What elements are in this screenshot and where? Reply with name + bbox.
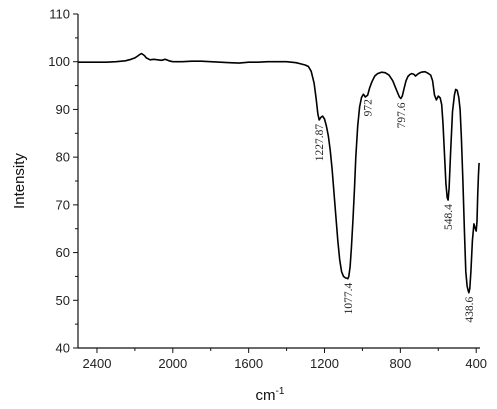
plot-area <box>77 14 480 349</box>
y-tick-label: 70 <box>56 197 70 212</box>
peak-label: 548.4 <box>443 204 455 230</box>
y-tick-label: 90 <box>56 102 70 117</box>
y-tick-label: 100 <box>48 54 70 69</box>
x-tick-label: 1200 <box>310 356 339 371</box>
x-tick-label: 2000 <box>158 356 187 371</box>
y-tick-label: 80 <box>56 150 70 165</box>
peak-label: 972 <box>363 99 375 117</box>
peak-annotations: 1227.87 972 797.6 1077.4 548.4 438.6 <box>314 99 476 323</box>
x-axis-title: cm-1 <box>256 386 285 404</box>
peak-label: 797.6 <box>396 102 408 128</box>
x-axis-title-superscript: -1 <box>276 386 285 397</box>
x-tick-label: 1600 <box>234 356 263 371</box>
peak-label: 1077.4 <box>343 283 355 315</box>
x-tick-label: 400 <box>465 356 487 371</box>
x-tick-label: 2400 <box>83 356 112 371</box>
y-axis-title: Intensity <box>11 153 28 209</box>
peak-label: 1227.87 <box>314 124 326 162</box>
x-axis-ticks: 2400 2000 1600 1200 800 400 <box>83 348 487 371</box>
y-tick-label: 50 <box>56 293 70 308</box>
peak-label: 438.6 <box>464 296 476 322</box>
x-tick-label: 800 <box>390 356 412 371</box>
y-tick-label: 40 <box>56 341 70 356</box>
y-tick-label: 110 <box>49 7 70 22</box>
y-tick-label: 60 <box>56 245 70 260</box>
y-axis-ticks: 40 50 60 70 80 90 100 110 <box>48 7 78 356</box>
x-axis-title-base: cm <box>256 387 276 404</box>
series-line <box>78 52 480 294</box>
